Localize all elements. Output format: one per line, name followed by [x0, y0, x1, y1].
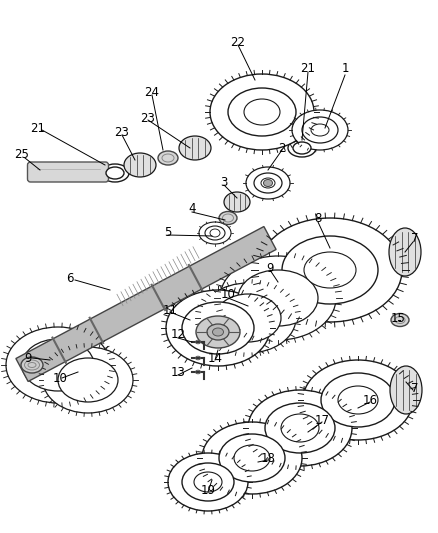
Text: 5: 5: [164, 225, 172, 238]
Ellipse shape: [228, 88, 296, 136]
Ellipse shape: [101, 164, 129, 182]
Ellipse shape: [219, 434, 285, 482]
Ellipse shape: [338, 386, 378, 414]
Ellipse shape: [224, 192, 250, 212]
Ellipse shape: [179, 136, 211, 160]
Text: 19: 19: [201, 483, 215, 497]
Ellipse shape: [210, 229, 220, 237]
Text: 3: 3: [220, 175, 228, 189]
Text: 14: 14: [208, 351, 223, 365]
Ellipse shape: [219, 212, 237, 224]
Text: 2: 2: [278, 141, 286, 155]
Ellipse shape: [43, 347, 133, 413]
Text: 11: 11: [162, 303, 177, 317]
Text: 17: 17: [314, 414, 329, 426]
Text: 22: 22: [230, 36, 246, 49]
Ellipse shape: [238, 270, 318, 326]
Ellipse shape: [182, 463, 234, 501]
Ellipse shape: [288, 139, 316, 157]
Ellipse shape: [220, 256, 336, 340]
Ellipse shape: [282, 236, 378, 304]
Text: 23: 23: [141, 111, 155, 125]
Ellipse shape: [106, 167, 124, 179]
Ellipse shape: [158, 151, 178, 165]
Ellipse shape: [391, 313, 409, 327]
Text: 25: 25: [14, 149, 29, 161]
Text: 24: 24: [145, 85, 159, 99]
Ellipse shape: [200, 283, 296, 353]
FancyBboxPatch shape: [28, 162, 109, 182]
Ellipse shape: [196, 316, 240, 348]
Ellipse shape: [207, 324, 229, 340]
Ellipse shape: [199, 222, 231, 244]
Text: 9: 9: [266, 262, 274, 274]
Ellipse shape: [21, 357, 43, 373]
Ellipse shape: [194, 472, 222, 492]
Ellipse shape: [254, 173, 282, 193]
Ellipse shape: [22, 339, 94, 391]
Text: 18: 18: [261, 451, 276, 464]
Ellipse shape: [390, 366, 422, 414]
Text: 15: 15: [391, 311, 406, 325]
Text: 10: 10: [53, 372, 67, 384]
Ellipse shape: [261, 178, 275, 188]
Text: 21: 21: [31, 122, 46, 134]
Text: 13: 13: [170, 367, 185, 379]
Ellipse shape: [248, 390, 352, 466]
Ellipse shape: [246, 167, 290, 199]
Polygon shape: [16, 227, 276, 382]
Ellipse shape: [168, 453, 248, 511]
Ellipse shape: [264, 180, 272, 187]
Text: 7: 7: [411, 382, 419, 394]
Ellipse shape: [210, 74, 314, 150]
Ellipse shape: [215, 294, 281, 342]
Text: 8: 8: [314, 212, 321, 224]
Ellipse shape: [244, 99, 280, 125]
Ellipse shape: [58, 358, 118, 402]
Ellipse shape: [303, 360, 413, 440]
Ellipse shape: [281, 414, 319, 442]
Ellipse shape: [265, 403, 335, 453]
Ellipse shape: [293, 142, 311, 154]
Ellipse shape: [124, 153, 156, 177]
Text: 9: 9: [24, 351, 32, 365]
Text: 23: 23: [115, 125, 130, 139]
Text: 6: 6: [66, 271, 74, 285]
Ellipse shape: [304, 252, 356, 288]
Text: 10: 10: [221, 288, 236, 302]
Ellipse shape: [389, 228, 421, 276]
Text: 1: 1: [341, 61, 349, 75]
Ellipse shape: [258, 218, 402, 322]
Ellipse shape: [212, 328, 223, 336]
Ellipse shape: [321, 373, 395, 427]
Text: 7: 7: [411, 231, 419, 245]
Text: 16: 16: [363, 393, 378, 407]
Ellipse shape: [234, 445, 270, 471]
Ellipse shape: [166, 290, 270, 366]
Ellipse shape: [311, 124, 329, 136]
Ellipse shape: [292, 110, 348, 150]
Text: 4: 4: [188, 201, 196, 214]
Ellipse shape: [182, 302, 254, 354]
Ellipse shape: [202, 422, 302, 494]
Text: 21: 21: [300, 61, 315, 75]
Ellipse shape: [302, 117, 338, 143]
Ellipse shape: [6, 327, 110, 403]
Ellipse shape: [205, 226, 225, 240]
Text: 12: 12: [170, 328, 186, 342]
